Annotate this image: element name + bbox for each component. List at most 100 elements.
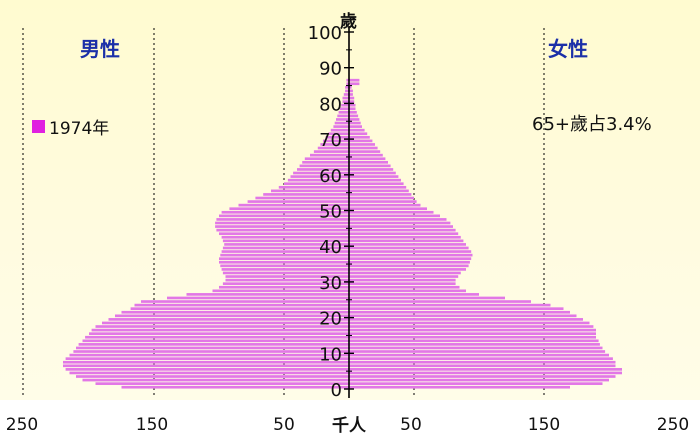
bar-female: [349, 235, 461, 239]
bar-female: [349, 382, 603, 385]
bar-female: [349, 332, 596, 335]
bar-female: [349, 118, 360, 121]
bar-female: [349, 175, 399, 178]
bar-female: [349, 278, 456, 282]
bar-female: [349, 78, 360, 82]
bar-male: [346, 78, 349, 82]
bar-female: [349, 89, 353, 93]
bar-female: [349, 143, 375, 146]
bar-male: [63, 364, 349, 368]
bar-female: [349, 128, 365, 132]
bar-male: [333, 125, 349, 128]
bar-female: [349, 285, 460, 289]
bar-male: [334, 121, 349, 125]
bar-female: [349, 260, 470, 264]
x-tick-label: 150: [528, 415, 560, 435]
bar-female: [349, 239, 464, 243]
bar-male: [255, 196, 349, 200]
bar-male: [225, 278, 349, 282]
y-tick-label: 70: [319, 130, 342, 151]
bar-male: [221, 268, 349, 271]
bar-female: [349, 228, 456, 232]
bar-male: [220, 264, 349, 268]
bar-female: [349, 243, 466, 246]
bar-male: [320, 143, 349, 146]
bar-male: [115, 314, 349, 318]
bar-male: [73, 350, 350, 353]
bar-male: [219, 214, 349, 218]
bar-female: [349, 371, 622, 375]
bar-female: [349, 289, 466, 293]
x-tick-label: 50: [400, 415, 422, 435]
bar-male: [65, 357, 349, 360]
x-tick-label: 150: [136, 415, 168, 435]
bar-female: [349, 310, 570, 314]
bar-male: [304, 157, 349, 161]
bar-male: [85, 335, 349, 339]
bar-female: [349, 185, 407, 189]
bar-female: [349, 139, 373, 143]
y-tick-label: 40: [319, 237, 342, 258]
bar-male: [82, 378, 349, 382]
bar-male: [221, 235, 349, 239]
bar-male: [346, 82, 349, 86]
bar-female: [349, 307, 564, 311]
y-tick-label: 0: [331, 380, 342, 401]
bar-female: [349, 214, 440, 218]
y-tick-label: 10: [319, 344, 342, 365]
bar-male: [186, 293, 349, 296]
bar-female: [349, 225, 453, 228]
bar-male: [219, 257, 349, 261]
bar-female: [349, 346, 603, 350]
bar-female: [349, 171, 396, 175]
bar-male: [225, 275, 349, 278]
bar-female: [349, 321, 590, 325]
bar-female: [349, 107, 356, 111]
bar-male: [293, 171, 349, 175]
bar-male: [284, 182, 349, 186]
y-tick-label: 80: [319, 94, 342, 115]
bar-male: [219, 260, 349, 264]
bar-male: [215, 225, 349, 228]
bar-male: [130, 307, 349, 311]
x-tick-label: 50: [273, 415, 295, 435]
bar-male: [69, 353, 349, 357]
bar-female: [349, 86, 352, 89]
bar-male: [224, 243, 349, 246]
bar-male: [76, 346, 349, 350]
bar-female: [349, 210, 434, 214]
bar-male: [220, 253, 349, 257]
bar-male: [310, 153, 349, 157]
bar-male: [299, 164, 349, 168]
bar-female: [349, 189, 409, 193]
bar-female: [349, 207, 427, 211]
age-unit-label: 歲: [340, 12, 357, 32]
bar-male: [167, 296, 349, 300]
bar-male: [222, 271, 349, 275]
bar-female: [349, 378, 609, 382]
bar-male: [212, 289, 349, 293]
bar-female: [349, 253, 473, 257]
bar-male: [63, 360, 349, 364]
bar-female: [349, 360, 616, 364]
bar-female: [349, 375, 616, 378]
male-label: 男性: [80, 37, 120, 61]
bar-male: [215, 221, 349, 225]
bar-male: [238, 203, 349, 207]
x-tick-label: 250: [657, 415, 689, 435]
bar-male: [82, 339, 349, 343]
bar-male: [229, 207, 349, 211]
bar-male: [287, 178, 349, 182]
bar-female: [349, 293, 479, 296]
x-tick-label: 250: [6, 415, 38, 435]
bar-female: [349, 160, 388, 164]
bar-female: [349, 300, 531, 303]
bar-female: [349, 153, 383, 157]
bar-male: [343, 93, 349, 96]
bar-male: [297, 168, 349, 171]
bar-male: [337, 114, 349, 118]
bar-male: [65, 368, 349, 371]
bar-female: [349, 335, 596, 339]
bar-female: [349, 275, 459, 278]
